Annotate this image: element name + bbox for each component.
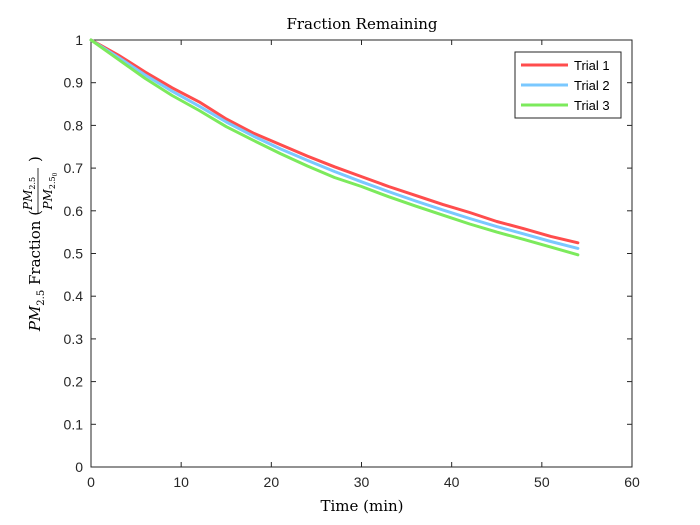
x-tick-label: 0: [87, 474, 95, 490]
y-tick-label: 0.8: [64, 117, 84, 133]
y-tick-label: 0.9: [64, 75, 84, 91]
x-axis-label: Time (min): [320, 497, 403, 515]
svg-text:PM2.50: PM2.50: [41, 172, 59, 210]
x-tick-label: 10: [173, 474, 189, 490]
y-axis-label: PM2.5 Fraction (PM2.5 PM2.50 ): [21, 156, 59, 332]
y-tick-label: 0: [75, 459, 83, 475]
x-tick-label: 50: [534, 474, 550, 490]
x-axis: 0 10 20 30 40 50 60: [87, 40, 640, 490]
x-tick-label: 40: [444, 474, 460, 490]
svg-text:): ): [26, 156, 44, 162]
legend-label-trial-3: Trial 3: [574, 98, 610, 113]
legend-label-trial-2: Trial 2: [574, 78, 610, 93]
x-tick-label: 30: [354, 474, 370, 490]
svg-text:PM2.5 Fraction (PM2.5: PM2.5 Fraction (PM2.5: [21, 177, 47, 332]
y-tick-label: 0.4: [64, 288, 84, 304]
y-axis: 0 0.1 0.2 0.3 0.4 0.5 0.6 0.7 0.8 0.9 1: [64, 32, 632, 475]
series-line-trial-3: [89, 38, 580, 257]
series-line-trial-2: [89, 38, 580, 250]
y-tick-label: 1: [75, 32, 83, 48]
y-tick-label: 0.1: [64, 416, 84, 432]
chart-title: Fraction Remaining: [286, 15, 437, 33]
y-tick-label: 0.2: [64, 374, 84, 390]
series-line-trial-1: [89, 38, 580, 245]
y-tick-label: 0.6: [64, 203, 84, 219]
y-tick-label: 0.5: [64, 246, 84, 262]
legend: Trial 1 Trial 2 Trial 3: [514, 51, 622, 119]
legend-label-trial-1: Trial 1: [574, 58, 610, 73]
series-lines: [89, 38, 580, 257]
x-tick-label: 20: [264, 474, 280, 490]
y-tick-label: 0.3: [64, 331, 84, 347]
y-tick-label: 0.7: [64, 160, 84, 176]
x-tick-label: 60: [624, 474, 640, 490]
